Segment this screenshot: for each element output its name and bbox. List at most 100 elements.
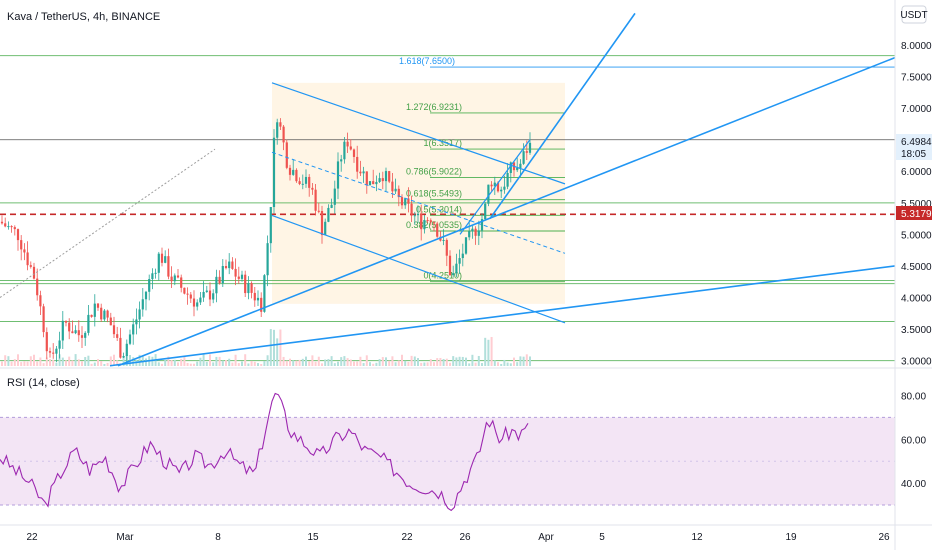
volume-bar xyxy=(285,360,288,366)
volume-bar xyxy=(397,360,400,366)
volume-bar xyxy=(305,356,307,366)
volume-bar xyxy=(266,355,269,366)
volume-bar xyxy=(103,363,106,366)
candle-body xyxy=(125,343,128,357)
volume-bar xyxy=(333,363,336,366)
volume-bar xyxy=(193,363,195,366)
volume-bar xyxy=(196,361,199,366)
volume-bar xyxy=(228,358,231,366)
volume-bar xyxy=(17,354,19,366)
volume-bar xyxy=(298,359,301,366)
volume-bar xyxy=(74,354,77,366)
candle-body xyxy=(452,273,455,276)
volume-bar xyxy=(439,357,442,366)
volume-bar xyxy=(522,356,525,366)
candle-body xyxy=(404,198,407,206)
volume-bar xyxy=(151,356,154,366)
volume-bar xyxy=(314,361,317,366)
volume-bar xyxy=(26,361,29,366)
volume-bar xyxy=(269,329,272,366)
volume-bar xyxy=(292,360,295,366)
volume-bar xyxy=(205,361,208,366)
candle-body xyxy=(263,275,266,312)
volume-bars xyxy=(1,329,531,366)
candle-body xyxy=(93,303,96,317)
channel-upper xyxy=(271,82,566,185)
volume-bar xyxy=(362,363,365,366)
volume-bar xyxy=(372,363,375,366)
candle-body xyxy=(100,307,103,320)
rsi-tick: 80.00 xyxy=(901,392,926,403)
candle-body xyxy=(71,331,74,334)
volume-bar xyxy=(1,361,3,366)
time-tick: 26 xyxy=(459,532,471,543)
volume-bar xyxy=(234,354,237,366)
candle-body xyxy=(29,265,32,267)
time-tick: 19 xyxy=(785,532,797,543)
candle-body xyxy=(106,310,109,318)
candle-body xyxy=(132,324,135,335)
price-tick: 5.5000 xyxy=(901,199,932,210)
volume-bar xyxy=(407,361,410,366)
volume-bar xyxy=(55,362,58,366)
volume-bar xyxy=(474,362,477,366)
volume-bar xyxy=(330,356,333,366)
candle-body xyxy=(0,221,4,224)
volume-bar xyxy=(36,361,39,366)
candle-body xyxy=(397,188,400,198)
candle-body xyxy=(381,178,384,182)
candle-body xyxy=(416,213,420,216)
candle-body xyxy=(458,258,461,264)
candle-body xyxy=(151,273,154,280)
time-tick: 12 xyxy=(691,532,703,543)
volume-bar xyxy=(10,361,13,366)
volume-bar xyxy=(97,359,99,366)
candle-body xyxy=(221,266,224,284)
candle-body xyxy=(7,226,10,228)
volume-bar xyxy=(186,362,189,366)
volume-bar xyxy=(410,355,413,366)
candle-body xyxy=(509,162,512,174)
trend-lines[interactable] xyxy=(0,12,896,367)
candle-body xyxy=(388,171,391,182)
rsi-band xyxy=(0,416,895,506)
volume-bar xyxy=(497,362,499,366)
candle-body xyxy=(215,276,218,294)
candle-body xyxy=(522,151,525,164)
candle-body xyxy=(80,335,84,338)
volume-bar xyxy=(426,362,429,366)
volume-bar xyxy=(241,361,243,366)
volume-bar xyxy=(503,359,506,366)
volume-bar xyxy=(369,362,371,366)
volume-bar xyxy=(84,357,87,366)
candle-body xyxy=(103,310,106,320)
volume-bar xyxy=(161,363,163,366)
candle-body xyxy=(231,261,234,269)
candle-body xyxy=(256,297,260,301)
currency-button[interactable]: USDT xyxy=(900,5,928,24)
countdown: 18:05 xyxy=(901,149,926,160)
candle-body xyxy=(436,223,439,237)
volume-bar xyxy=(23,361,26,366)
candle-body xyxy=(212,293,215,300)
volume-bar xyxy=(106,362,109,366)
volume-bar xyxy=(458,356,461,366)
price-tick: 7.0000 xyxy=(901,104,932,115)
candle-body xyxy=(269,207,272,244)
candle-body xyxy=(343,141,346,160)
candle-body xyxy=(506,173,509,187)
candle-body xyxy=(135,319,138,325)
price-tick: 5.0000 xyxy=(901,230,932,241)
volume-bar xyxy=(343,356,346,366)
candle-body xyxy=(426,219,429,221)
volume-bar xyxy=(493,360,496,366)
volume-bar xyxy=(212,362,215,366)
volume-bar xyxy=(394,362,397,366)
candle-body xyxy=(96,303,100,308)
volume-bar xyxy=(138,354,141,366)
candle-body xyxy=(496,182,500,192)
candle-body xyxy=(250,283,253,293)
candle-body xyxy=(468,231,471,238)
candle-body xyxy=(234,268,237,277)
